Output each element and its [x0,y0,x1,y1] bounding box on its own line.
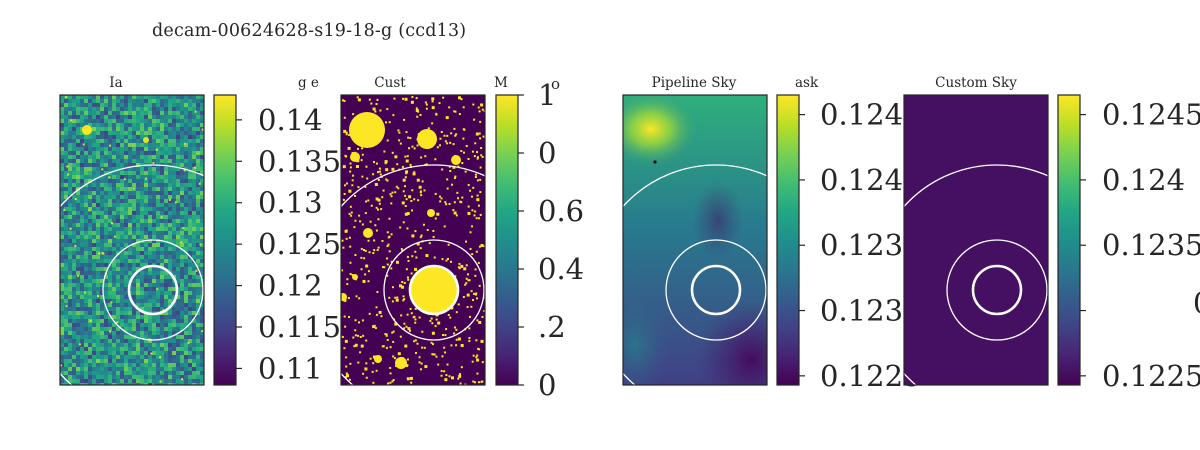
inner-aperture-circle [971,264,1023,316]
panel-4: Custom Sky 0.1245 0.124 0.1235 0.1225 0 [903,75,1200,393]
inner-aperture-circle [408,264,460,316]
panel-2: Cust M 1 0 0.6 0.4 .2 0 o [340,75,584,402]
colorbar-tick-label: 0.124 [820,163,903,197]
colorbar-tick-label: 0.115 [258,310,341,344]
colorbar-tick-label: 0.1245 [1102,98,1200,132]
colorbar-tick-label: 0.11 [258,351,323,385]
panel-image [904,95,1048,385]
panel-title: Cust [374,75,406,91]
colorbar-tick-label: 0.125 [258,227,341,261]
colorbar-tick-label: 0.123 [820,294,903,328]
colorbar: 1 0 0.6 0.4 .2 0 o [495,75,584,402]
colorbar: 0.14 0.135 0.13 0.125 0.12 0.115 0.11 [213,94,341,386]
colorbar-gradient [1058,95,1080,385]
panel-image [60,95,204,385]
panel-frame [59,94,205,386]
colorbar-gradient [777,95,799,385]
colorbar-tick-label: 0 [538,136,556,170]
colorbar-tick-label: 0.4 [538,252,584,286]
colorbar-tick-label: 0.12 [258,269,323,303]
colorbar-label-fragment: o [551,75,560,93]
colorbar-label-fragment: 0 [1193,286,1200,320]
panel-header-fragment: ask [795,75,819,91]
colorbar-tick-label: 1 [538,78,556,112]
panel-frame [903,94,1049,386]
panel-title: Custom Sky [935,75,1017,91]
panel-title: Ia [109,75,122,91]
outer-circle [341,164,485,385]
panel-frame [622,94,768,386]
annulus-circle [665,239,767,341]
figure-title: decam-00624628-s19-18-g (ccd13) [152,21,466,41]
outer-circle [60,164,204,385]
inner-aperture-circle [127,264,179,316]
outer-circle [904,164,1048,385]
colorbar-tick-label: 0.14 [258,103,323,137]
colorbar: 0.1245 0.124 0.1235 0.1225 0 [1057,94,1200,393]
panel-frame [340,94,486,386]
annulus-circle [946,239,1048,341]
annulus-circle [383,239,485,341]
panel-image [623,95,767,385]
colorbar-gradient [214,95,236,385]
annulus-circle [102,239,204,341]
panel-title: Pipeline Sky [652,75,737,91]
colorbar-tick-label: 0.135 [258,144,341,178]
colorbar-tick-label: 0 [538,368,556,402]
panel-header-fragment: M [494,75,508,91]
colorbar-gradient [496,95,518,385]
colorbar-tick-label: 0.1225 [1102,359,1200,393]
colorbar-tick-label: 0.6 [538,194,584,228]
outer-circle [623,164,767,385]
panel-3: Pipeline Sky ask0.12450.1240.12350.1230.1… [622,75,921,393]
panel-image [341,95,485,385]
panel-1: Ia g e 0.14 0.135 0.13 0.125 0.12 0.115 0.11 [59,75,341,386]
colorbar-tick-label: .2 [538,310,566,344]
colorbar-tick-label: 0.13 [258,186,323,220]
panels: Ia g e 0.14 0.135 0.13 0.125 0.12 0.115 0.11 Cust… [59,75,1200,402]
colorbar-tick-label: 0.1235 [1102,228,1200,262]
inner-aperture-circle [690,264,742,316]
panel-header-fragment: g e [298,75,319,91]
colorbar-tick-label: 0.124 [1102,163,1185,197]
